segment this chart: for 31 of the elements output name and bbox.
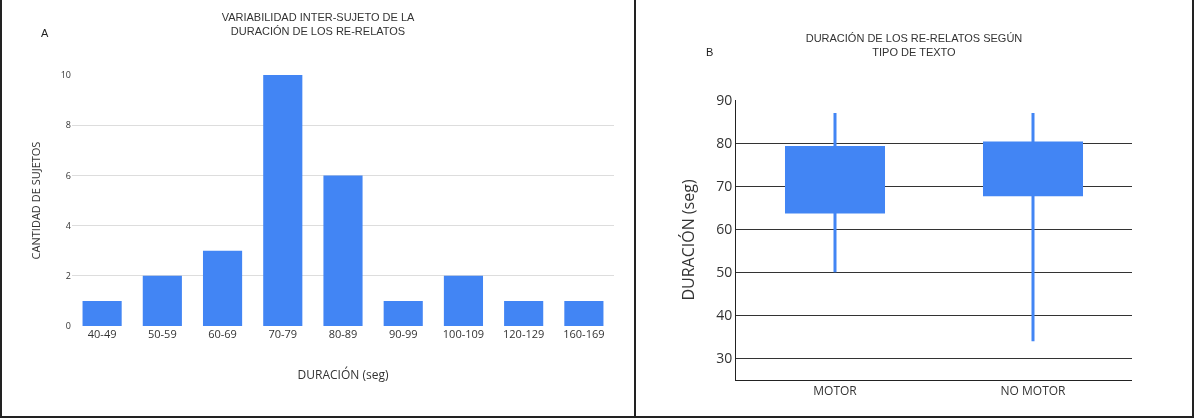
y-tick-label: 90 [716, 89, 733, 109]
x-tick-label: 60-69 [208, 326, 237, 341]
x-tick-label: 40-49 [87, 326, 117, 341]
y-tick-label: 50 [716, 262, 733, 282]
text: B [706, 46, 714, 58]
y-tick-label: 6 [65, 168, 71, 182]
y-axis-title: CANTIDAD DE SUJETOS [28, 141, 43, 260]
x-tick-label: MOTOR [813, 382, 858, 400]
x-tick-label: 90-99 [388, 326, 418, 341]
chart-title: DURACIÓN DE LOS RE-RELATOS SEGÚN TIPO DE TEXTO [805, 31, 1023, 58]
y-tick-label: 30 [716, 348, 733, 368]
chart-title: VARIABILIDAD INTER-SUJETO DE LA DURACIÓN DE LOS RE-RELATOS [221, 10, 416, 38]
y-tick-label: 4 [65, 218, 71, 232]
x-tick-label: 80-89 [328, 326, 358, 341]
x-tick-label: NO MOTOR [1000, 382, 1067, 400]
y-tick-label: 80 [716, 132, 733, 152]
y-axis-title: DURACIÓN (seg) [677, 179, 699, 301]
x-axis-title: DURACIÓN (seg) [297, 365, 389, 383]
y-tick-label: 10 [60, 68, 71, 82]
x-tick-label: 100-109 [442, 326, 485, 341]
y-tick-label: 60 [716, 219, 733, 239]
y-tick-label: 40 [716, 305, 733, 325]
text: A [41, 27, 49, 39]
y-tick-label: 2 [65, 268, 71, 282]
y-tick-label: 0 [65, 319, 71, 333]
x-tick-label: 50-59 [147, 326, 177, 341]
x-tick-label: 70-79 [268, 326, 298, 341]
y-tick-label: 8 [65, 118, 71, 132]
y-tick-label: 70 [716, 176, 733, 196]
x-tick-label: 120-129 [503, 326, 545, 341]
x-tick-label: 160-169 [563, 326, 605, 341]
